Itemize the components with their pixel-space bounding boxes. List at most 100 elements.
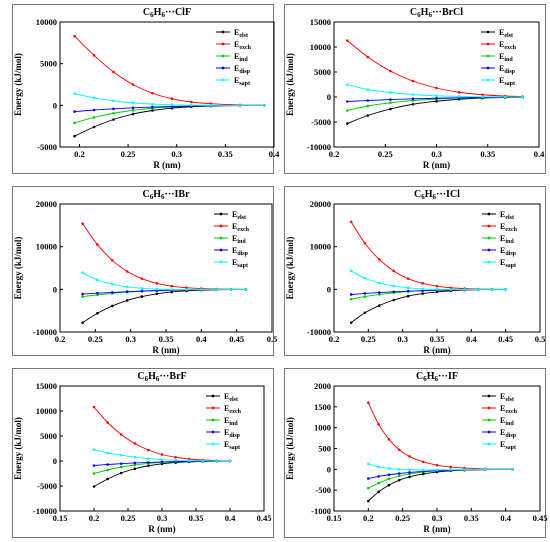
- x-tick-label: 0.2: [329, 334, 340, 344]
- plot-area: [59, 21, 275, 148]
- data-point-exch: [110, 259, 114, 262]
- data-point-sapt: [411, 93, 415, 96]
- legend-label-subscript: ind: [239, 57, 248, 63]
- legend-marker-sapt: [487, 260, 491, 264]
- legend-label-subscript: disp: [505, 251, 516, 257]
- legend-label-ind: Eind: [500, 234, 514, 245]
- x-tick-label: 0.2: [329, 149, 340, 159]
- data-point-disp: [147, 461, 150, 464]
- legend-label-base: E: [500, 258, 505, 267]
- x-tick-label: 0.2: [363, 513, 374, 523]
- data-point-disp: [406, 289, 410, 293]
- chart-title: C6H6···ICl: [414, 189, 460, 201]
- data-point-elst: [92, 485, 96, 488]
- legend-label-subscript: elst: [239, 33, 248, 39]
- legend-label-subscript: sapt: [239, 81, 250, 87]
- data-point-sapt: [463, 468, 466, 471]
- panel-frame: [284, 4, 546, 174]
- legend-marker-ind: [219, 236, 223, 240]
- data-point-sapt: [174, 458, 177, 462]
- legend-marker-exch: [486, 42, 490, 46]
- data-point-elst: [73, 134, 76, 138]
- data-point-disp: [378, 291, 381, 294]
- data-point-sapt: [504, 288, 507, 291]
- y-tick-label: 10000: [310, 42, 331, 52]
- data-point-elst: [155, 292, 159, 296]
- legend-label-base: E: [500, 428, 505, 437]
- legend-label-subscript: elst: [505, 397, 514, 403]
- legend-label-ind: Eind: [499, 52, 513, 63]
- legend-label-ind: Eind: [232, 234, 246, 245]
- legend-label-sapt: Esapt: [234, 76, 250, 87]
- data-point-elst: [378, 304, 381, 307]
- x-axis-label: R (nm): [423, 160, 450, 170]
- data-point-disp: [151, 105, 154, 109]
- data-point-ind: [112, 111, 115, 115]
- data-point-disp: [397, 472, 401, 475]
- x-tick-label: 0.2: [55, 334, 66, 344]
- title-part: ···BrCl: [432, 7, 463, 18]
- data-point-sapt: [421, 287, 424, 291]
- legend-label-base: E: [232, 234, 237, 243]
- chart-title: C6H6···IF: [416, 371, 458, 383]
- data-point-sapt: [133, 455, 137, 459]
- data-point-exch: [106, 421, 109, 424]
- data-point-elst: [421, 472, 425, 476]
- data-point-disp: [377, 475, 380, 478]
- data-point-disp: [349, 293, 353, 296]
- data-point-elst: [133, 467, 137, 471]
- data-point-sapt: [185, 288, 188, 291]
- y-tick-label: -1000: [311, 506, 331, 516]
- data-point-elst: [112, 118, 115, 121]
- data-point-exch: [421, 282, 424, 285]
- legend-label-subscript: exch: [239, 45, 251, 51]
- data-point-sapt: [387, 467, 391, 470]
- x-tick-label: 0.4: [500, 513, 511, 523]
- x-tick-label: 0.15: [327, 513, 342, 523]
- data-point-sapt: [190, 103, 193, 107]
- data-point-ind: [363, 295, 367, 298]
- legend-label-subscript: exch: [237, 227, 249, 233]
- legend-label-base: E: [500, 222, 505, 231]
- x-tick-label: 0.25: [88, 334, 103, 344]
- data-point-sapt: [490, 288, 494, 291]
- data-point-exch: [92, 405, 96, 409]
- legend-label-ind: Eind: [234, 52, 248, 63]
- y-tick-label: 15000: [36, 381, 57, 391]
- legend-label-base: E: [224, 440, 229, 449]
- legend-label-elst: Eelst: [500, 210, 514, 221]
- data-point-elst: [397, 478, 401, 482]
- data-point-disp: [346, 100, 349, 103]
- data-point-disp: [392, 290, 396, 294]
- data-point-exch: [174, 455, 177, 459]
- legend-label-exch: Eexch: [234, 40, 252, 51]
- y-tick-label: -10000: [307, 327, 331, 337]
- y-tick-label: 0: [53, 100, 57, 110]
- x-tick-label: 0.35: [189, 513, 204, 523]
- legend-label-base: E: [234, 40, 239, 49]
- data-point-sapt: [125, 285, 129, 289]
- data-point-sapt: [140, 286, 144, 290]
- data-point-sapt: [151, 102, 154, 106]
- legend-label-base: E: [500, 404, 505, 413]
- chart-title: C6H6···IBr: [142, 189, 190, 201]
- x-tick-label: 0.2: [89, 513, 100, 523]
- y-tick-label: -10000: [307, 142, 331, 152]
- data-point-sapt: [406, 286, 410, 290]
- legend-label-elst: Eelst: [234, 28, 248, 39]
- y-axis-label: Energy (kJ/mol): [285, 417, 295, 480]
- legend-label-exch: Eexch: [500, 222, 518, 233]
- x-tick-label: 0.35: [480, 149, 495, 159]
- data-point-exch: [435, 284, 439, 288]
- legend-label-ind: Eind: [224, 416, 238, 427]
- x-tick-label: 0.3: [157, 513, 168, 523]
- x-tick-label: 0.4: [196, 334, 207, 344]
- y-tick-label: 15000: [310, 17, 331, 27]
- data-point-exch: [170, 97, 174, 100]
- chart-title: C6H6···BrCl: [410, 7, 463, 19]
- y-tick-label: 10000: [36, 406, 57, 416]
- legend-marker-disp: [221, 66, 225, 70]
- data-point-sapt: [92, 96, 96, 100]
- legend-label-base: E: [500, 234, 505, 243]
